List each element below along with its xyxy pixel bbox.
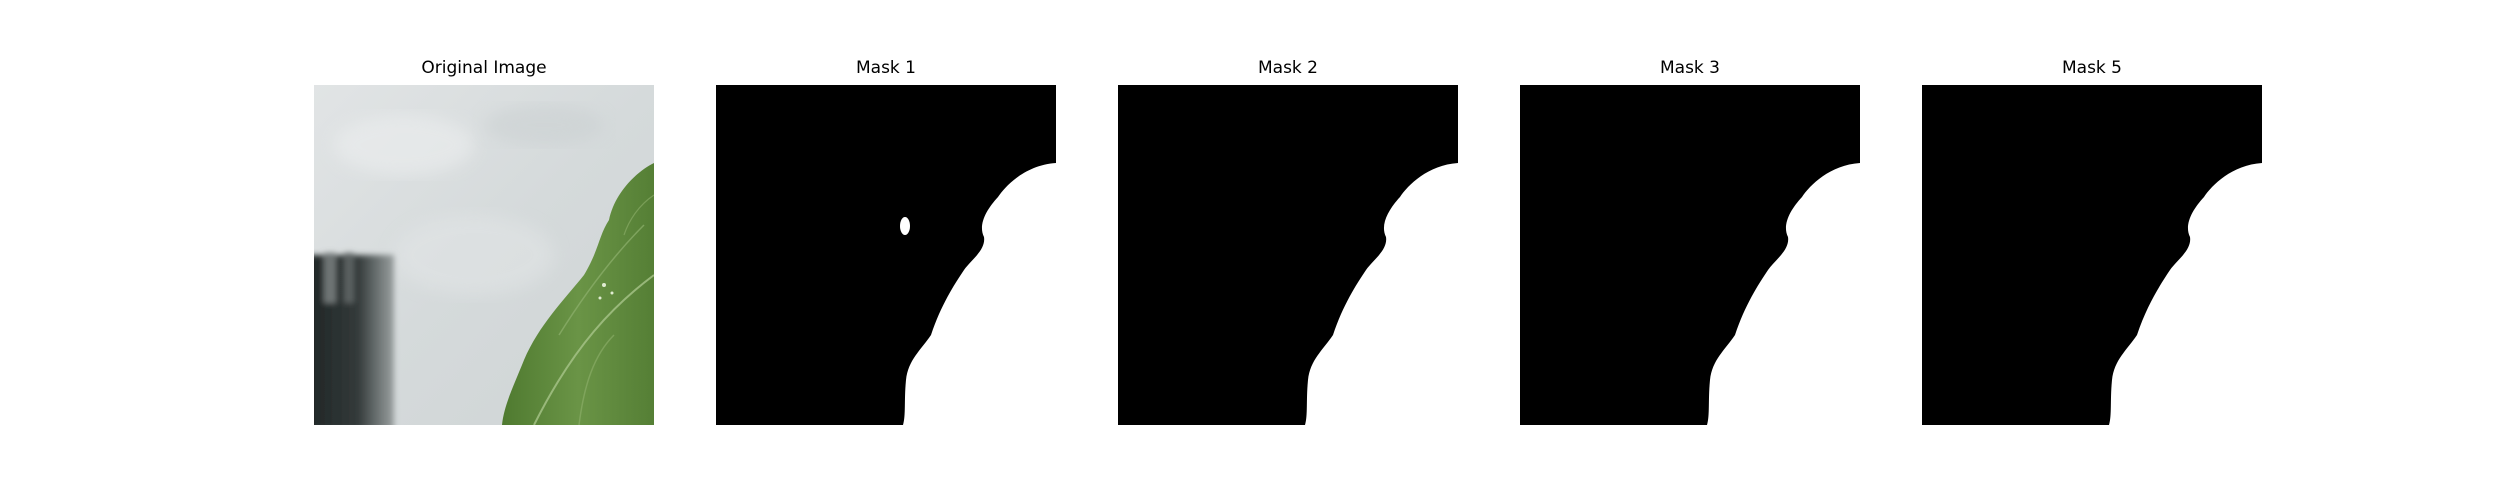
- original-photo: [314, 85, 654, 425]
- mask-image: [1520, 85, 1860, 425]
- bottle-shape: [314, 253, 394, 425]
- mask-image: [716, 85, 1056, 425]
- panel-title: Mask 1: [855, 58, 916, 78]
- panel-title: Mask 2: [1257, 58, 1318, 78]
- mask-image: [1118, 85, 1458, 425]
- panel-title: Mask 3: [1659, 58, 1720, 78]
- leaf-shape: [502, 163, 654, 425]
- mask-image: [1922, 85, 2262, 425]
- panel-title: Mask 5: [2061, 58, 2122, 78]
- panel-title: Original Image: [421, 58, 547, 78]
- mask-speck: [900, 217, 910, 235]
